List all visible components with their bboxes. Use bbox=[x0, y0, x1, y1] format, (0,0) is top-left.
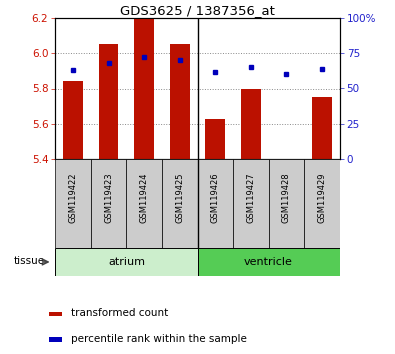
Text: GSM119428: GSM119428 bbox=[282, 172, 291, 223]
Text: GSM119427: GSM119427 bbox=[246, 172, 255, 223]
Text: GSM119423: GSM119423 bbox=[104, 172, 113, 223]
Bar bbox=[134, 19, 154, 159]
Bar bbox=[170, 44, 190, 159]
Text: GSM119424: GSM119424 bbox=[140, 172, 149, 223]
Title: GDS3625 / 1387356_at: GDS3625 / 1387356_at bbox=[120, 4, 275, 17]
Text: GSM119422: GSM119422 bbox=[69, 172, 77, 223]
Text: ventricle: ventricle bbox=[244, 257, 293, 267]
Bar bbox=[162, 159, 198, 248]
Text: GSM119429: GSM119429 bbox=[318, 172, 326, 223]
Bar bbox=[99, 44, 118, 159]
Bar bbox=[304, 159, 340, 248]
Bar bbox=[49, 337, 62, 342]
Bar bbox=[126, 159, 162, 248]
Bar bbox=[49, 312, 62, 316]
Bar bbox=[91, 159, 126, 248]
Text: GSM119425: GSM119425 bbox=[175, 172, 184, 223]
Bar bbox=[63, 81, 83, 159]
Bar bbox=[55, 248, 198, 276]
Text: percentile rank within the sample: percentile rank within the sample bbox=[71, 333, 247, 344]
Bar bbox=[233, 159, 269, 248]
Bar bbox=[205, 119, 225, 159]
Bar bbox=[198, 159, 233, 248]
Text: tissue: tissue bbox=[14, 256, 45, 266]
Text: GSM119426: GSM119426 bbox=[211, 172, 220, 223]
Bar bbox=[269, 159, 304, 248]
Text: transformed count: transformed count bbox=[71, 308, 168, 318]
Bar bbox=[312, 97, 332, 159]
Bar bbox=[55, 159, 91, 248]
Bar bbox=[198, 248, 340, 276]
Bar bbox=[241, 88, 261, 159]
Text: atrium: atrium bbox=[108, 257, 145, 267]
